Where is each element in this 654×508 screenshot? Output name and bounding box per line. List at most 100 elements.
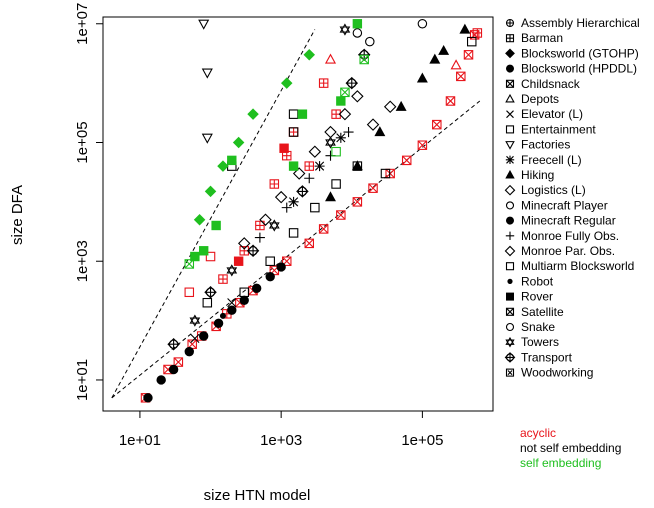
data-point	[204, 185, 217, 198]
data-point	[198, 246, 209, 256]
data-point	[265, 271, 275, 282]
x-axis-label: size HTN model	[204, 487, 311, 504]
legend-marker	[505, 322, 515, 332]
data-point	[304, 161, 315, 171]
data-point	[219, 312, 226, 319]
legend-marker	[505, 307, 515, 316]
legend-marker	[505, 201, 515, 210]
legend-marker	[505, 231, 515, 240]
data-point	[339, 23, 351, 36]
data-point	[416, 72, 428, 83]
data-point	[279, 143, 289, 153]
legend-label: Depots	[521, 92, 559, 106]
data-point	[335, 132, 346, 143]
legend-marker	[506, 110, 514, 119]
data-point	[336, 210, 346, 220]
data-point	[331, 179, 341, 189]
x-axis: 1e+01 1e+03 1e+05	[119, 411, 443, 449]
data-point	[352, 19, 363, 29]
data-point	[201, 68, 213, 79]
legend-label: Hiking	[521, 168, 554, 182]
legend-item: Depots	[505, 92, 559, 106]
data-point	[189, 314, 201, 327]
legend-item: Entertainment	[505, 122, 596, 136]
data-point	[352, 197, 363, 207]
legend-marker	[505, 169, 515, 179]
legend-item: Towers	[505, 335, 559, 349]
data-point	[438, 44, 450, 55]
data-point	[184, 259, 195, 269]
legend-item: Robot	[507, 274, 554, 288]
data-point	[352, 28, 363, 38]
data-point	[466, 36, 477, 47]
legend-item: Assembly Hierarchical	[505, 16, 640, 30]
y-tick-label: 1e+05	[74, 121, 91, 163]
data-point	[288, 196, 299, 207]
data-point	[463, 50, 474, 60]
data-point	[251, 283, 262, 293]
legend-marker	[506, 216, 514, 225]
data-point	[190, 333, 200, 344]
legend-label: Childsnack	[521, 77, 581, 91]
data-point	[198, 19, 210, 30]
data-point	[304, 238, 315, 249]
data-point	[202, 297, 213, 308]
data-point	[310, 202, 320, 213]
data-point	[366, 118, 380, 131]
data-point	[450, 59, 462, 70]
data-point	[374, 126, 386, 137]
legend-item: Freecell (L)	[505, 153, 582, 167]
data-point	[314, 161, 325, 172]
legend-label: Elevator (L)	[521, 107, 583, 121]
legend-item: Satellite	[505, 305, 564, 319]
legend-item: Logistics (L)	[504, 183, 586, 197]
legend-marker	[505, 155, 515, 164]
legend-label: Entertainment	[521, 122, 596, 136]
category-label: acyclic	[520, 426, 556, 440]
category-label: not self embedding	[520, 441, 621, 455]
data-point	[456, 71, 466, 82]
data-point	[368, 183, 378, 193]
data-point	[288, 161, 299, 171]
data-point	[255, 220, 265, 231]
data-point	[184, 346, 194, 357]
data-point	[211, 220, 221, 231]
legend-marker	[505, 336, 515, 348]
data-point	[345, 76, 359, 90]
data-point	[343, 127, 354, 138]
data-point	[213, 318, 224, 329]
legend-marker	[504, 245, 516, 257]
data-point	[227, 298, 237, 308]
legend-marker	[505, 125, 515, 134]
legend-marker	[505, 93, 515, 103]
legend-item: Woodworking	[505, 366, 593, 380]
data-point	[193, 213, 206, 226]
data-point	[318, 224, 329, 234]
legend-item: Transport	[504, 350, 573, 364]
data-point	[156, 375, 166, 385]
data-point	[218, 274, 228, 284]
data-point	[308, 145, 322, 158]
data-point	[246, 244, 260, 258]
plot-frame	[102, 16, 494, 412]
legend-item: Multiarm Blocksworld	[505, 259, 634, 273]
legend-item: Factories	[505, 138, 570, 152]
legend-label: Freecell (L)	[521, 153, 582, 167]
data-point	[351, 90, 364, 103]
data-point	[296, 185, 309, 198]
legend-marker	[505, 141, 515, 150]
data-point	[201, 133, 213, 144]
data-point	[325, 191, 336, 202]
legend-label: Factories	[521, 138, 570, 152]
legend-marker	[504, 352, 516, 363]
data-point	[304, 173, 315, 184]
data-point	[276, 262, 286, 272]
reference-lines	[111, 29, 481, 399]
legend-item: Rover	[506, 290, 553, 304]
y-tick-label: 1e+01	[74, 359, 91, 401]
data-point	[288, 127, 299, 137]
y-tick-label: 1e+07	[74, 3, 91, 45]
data-point	[239, 295, 249, 305]
